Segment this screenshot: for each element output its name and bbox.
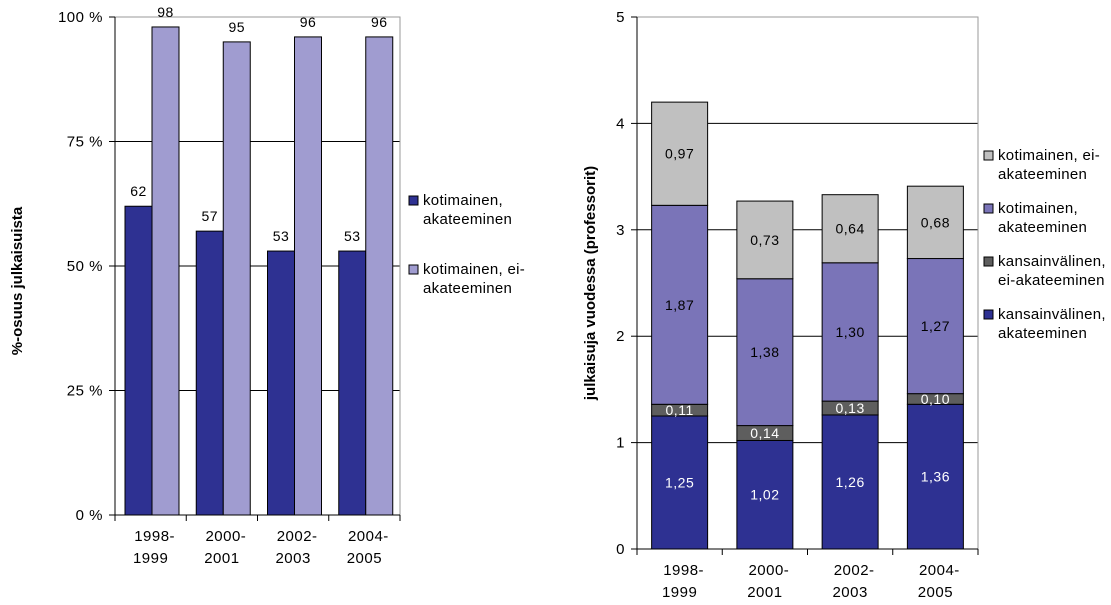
legend-label: ei-akateeminen [998,272,1105,289]
legend-label: kotimainen, ei- [423,261,525,278]
legend-label: akateeminen [423,280,512,297]
data-label: 1,25 [665,475,694,491]
data-label: 0,10 [921,391,950,407]
bar-segment [736,200,794,280]
data-label: 0,13 [836,400,865,416]
legend-label: kotimainen, [423,192,503,209]
bar [151,26,180,516]
data-label: 95 [228,19,245,35]
bar-segment [651,101,709,206]
bar-segment [651,204,709,405]
y-axis-title: %-osuus julkaisuista [9,206,26,355]
x-tick-label: 2002- [277,528,318,545]
data-label: 1,38 [750,344,779,360]
legend-label: kotimainen, ei- [998,147,1100,164]
data-label: 1,30 [836,324,865,340]
bar [365,36,394,516]
data-label: 0,73 [750,232,779,248]
x-tick-label: 1998- [663,562,704,579]
chart-1: 62 57 53 53 98 95 96 96 0 % 25 % 50 % 75 % 100 % 1998… [9,4,525,567]
x-tick-label: 2003 [832,584,867,601]
y-tick-label: 0 % [76,507,103,524]
x-tick-label: 2000- [748,562,789,579]
bar-segment [736,278,794,427]
y-tick-label: 25 % [67,383,103,400]
bar-segment [906,185,964,260]
chart-2: 1,25 0,11 1,87 0,97 1,02 0,14 1,38 0,73 1,26 0,13… [582,9,1106,601]
legend-swatch [983,203,994,214]
data-label: 0,64 [836,221,865,237]
y-axis-title: julkaisuja vuodessa (professorit) [582,166,599,401]
legend-label: kansainvälinen, [998,253,1106,270]
data-label: 57 [201,208,218,224]
x-tick-label: 2000- [205,528,246,545]
data-label: 0,68 [921,214,950,230]
legend-label: kotimainen, [998,200,1078,217]
data-label: 53 [273,228,290,244]
bar [294,36,322,516]
x-tick-label: 2003 [275,550,310,567]
bar [222,41,251,516]
data-label: 1,27 [921,318,950,334]
x-tick-label: 1999 [662,584,697,601]
x-tick-label: 2001 [204,550,239,567]
legend-label: akateeminen [998,219,1087,236]
data-label: 1,02 [750,487,779,503]
y-tick-label: 4 [616,115,625,132]
y-tick-label: 0 [616,541,625,558]
data-label: 0,11 [666,402,694,418]
y-tick-label: 100 % [58,9,103,26]
x-tick-label: 2004- [919,562,960,579]
legend-label: kansainvälinen, [998,306,1106,323]
y-tick-label: 1 [616,435,625,452]
legend-swatch [408,195,419,206]
data-label: 0,14 [750,425,779,441]
bar-segment [736,439,794,550]
y-tick-label: 2 [616,328,625,345]
x-tick-label: 2004- [348,528,389,545]
y-tick-label: 5 [616,9,625,26]
data-label: 53 [344,228,361,244]
y-tick-label: 3 [616,222,625,239]
bar-segment [821,194,879,264]
x-tick-label: 2002- [834,562,875,579]
bar-segment [821,262,879,402]
bar-segment [651,415,709,550]
legend-label: akateeminen [998,325,1087,342]
bar-segment [821,414,879,550]
data-label: 98 [157,4,174,20]
bar [195,230,224,516]
data-label: 62 [130,183,147,199]
y-tick-label: 50 % [67,258,103,275]
bar-segment [906,258,964,395]
legend-swatch [983,150,994,161]
legend-swatch [983,309,994,320]
bar-segment [906,403,964,550]
bar [267,250,295,516]
bar [124,205,153,516]
data-label: 1,26 [836,474,865,490]
x-tick-label: 2001 [747,584,782,601]
bar [338,250,367,516]
data-label: 96 [300,14,317,30]
data-label: 1,87 [665,297,694,313]
data-label: 1,36 [921,469,950,485]
x-tick-label: 1998- [134,528,175,545]
legend-label: akateeminen [423,211,512,228]
y-tick-label: 75 % [67,134,103,151]
legend-label: akateeminen [998,166,1087,183]
x-tick-label: 2005 [347,550,382,567]
legend-swatch [983,256,994,267]
data-label: 0,97 [665,146,694,162]
data-label: 96 [371,14,388,30]
x-tick-label: 1999 [133,550,168,567]
legend-swatch [408,264,419,275]
x-tick-label: 2005 [918,584,953,601]
